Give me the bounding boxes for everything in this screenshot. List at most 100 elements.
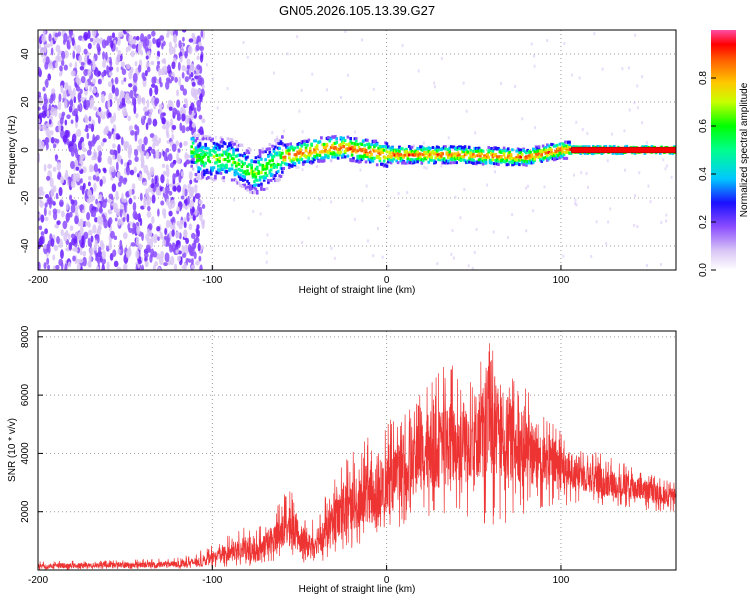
spectrogram-cell [96, 202, 101, 210]
spectrogram-cell [202, 164, 206, 168]
spectrogram-cell [243, 161, 246, 165]
spectrogram-cell [490, 158, 493, 162]
spectrogram-cell [250, 171, 253, 175]
spectrogram-cell [78, 258, 84, 264]
spectrogram-cell [97, 115, 101, 124]
spectrogram-cell [546, 39, 549, 43]
spectrogram-cell [332, 151, 336, 155]
spectrogram-cell [582, 145, 585, 149]
spectrogram-cell [498, 155, 502, 159]
spectrogram-cell [324, 155, 327, 159]
spectrogram-cell [278, 174, 281, 178]
spectrogram-cell [75, 166, 80, 171]
spectrogram-cell [518, 151, 521, 155]
spectrogram-cell [267, 161, 270, 165]
spectrogram-cell [459, 145, 463, 149]
spectrogram-cell [371, 148, 375, 152]
spectrogram-cell [272, 177, 276, 181]
spectrogram-cell [65, 169, 69, 178]
spectrogram-cell [430, 158, 433, 162]
spectrogram-cell [356, 154, 359, 158]
spectrogram-cell [183, 221, 187, 229]
spectrogram-cell [442, 146, 446, 150]
spectrogram-cell [308, 160, 312, 164]
spectrogram-cell [241, 162, 245, 166]
spectrogram-cell [207, 171, 210, 175]
spectrogram-cell [497, 159, 500, 163]
spectrogram-cell [536, 149, 539, 153]
spectrogram-cell [121, 68, 127, 76]
spectrogram-cell [82, 147, 87, 153]
spectrogram-cell [361, 148, 365, 152]
spectrogram-cell [241, 185, 245, 189]
spectrogram-cell [370, 158, 373, 162]
spectrogram-cell [360, 143, 364, 147]
spectrogram-cell [181, 252, 187, 259]
spectrogram-cell [565, 150, 569, 154]
spectrogram-cell [80, 96, 86, 102]
spectrogram-cell [268, 143, 272, 147]
spectrogram-cell [185, 160, 190, 165]
spectrogram-cell [282, 167, 286, 171]
spectrogram-xtick-label: 100 [553, 275, 570, 286]
spectrogram-cell [200, 161, 203, 165]
spectrogram-cell [544, 155, 548, 159]
spectrogram-cell [142, 76, 147, 82]
spectrogram-cell [275, 138, 279, 142]
spectrogram-cell [572, 173, 575, 177]
spectrogram-cell [116, 36, 121, 46]
spectrogram-cell [87, 58, 92, 65]
spectrogram-cell [342, 144, 346, 148]
spectrogram-cell [134, 60, 138, 67]
spectrogram-cell [161, 163, 166, 168]
spectrogram-cell [198, 126, 204, 136]
spectrogram-cell [332, 135, 336, 139]
spectrogram-cell [168, 242, 172, 248]
spectrogram-cell [168, 230, 173, 239]
spectrogram-cell [193, 240, 197, 249]
spectrogram-cell [257, 169, 260, 173]
spectrogram-cell [281, 142, 284, 146]
spectrogram-cell [294, 157, 298, 161]
spectrogram-cell [540, 154, 544, 158]
spectrogram-cell [165, 147, 170, 153]
spectrogram-cell [336, 156, 340, 160]
spectrogram-cell [60, 84, 64, 94]
spectrogram-cell [202, 154, 206, 158]
spectrogram-cell [111, 165, 115, 173]
spectrogram-cell [446, 148, 450, 152]
spectrogram-cell [218, 169, 221, 173]
spectrogram-cell [322, 159, 326, 163]
spectrogram-cell [551, 152, 555, 156]
spectrogram-cell [583, 151, 587, 155]
spectrogram-cell [136, 225, 141, 235]
spectrogram-cell [338, 151, 341, 155]
spectrogram-cell [548, 147, 552, 151]
spectrogram-cell [78, 155, 84, 165]
spectrogram-cell [315, 144, 319, 148]
spectrogram-cell [125, 191, 130, 198]
spectrogram-cell [474, 149, 478, 153]
spectrogram-cell [215, 142, 219, 146]
spectrogram-cell [108, 92, 113, 102]
spectrogram-cell [491, 155, 495, 159]
spectrogram-cell [508, 150, 511, 154]
colorbar-tick-label: 0.6 [698, 119, 709, 133]
spectrogram-cell [521, 117, 524, 121]
spectrogram-cell [215, 160, 219, 164]
spectrogram-cell [509, 153, 513, 157]
spectrogram-cell [230, 138, 234, 142]
spectrogram-cell [546, 158, 549, 162]
spectrogram-cell [107, 112, 112, 118]
spectrogram-cell [555, 153, 559, 157]
spectrogram-cell [269, 153, 273, 157]
spectrogram-cell [484, 155, 488, 159]
spectrogram-cell [235, 148, 238, 152]
spectrogram-cell [559, 155, 563, 159]
spectrogram-cell [614, 151, 617, 155]
spectrogram-cell [151, 76, 156, 85]
spectrogram-cell [364, 155, 368, 159]
spectrogram-cell [248, 188, 252, 192]
spectrogram-cell [236, 161, 240, 165]
